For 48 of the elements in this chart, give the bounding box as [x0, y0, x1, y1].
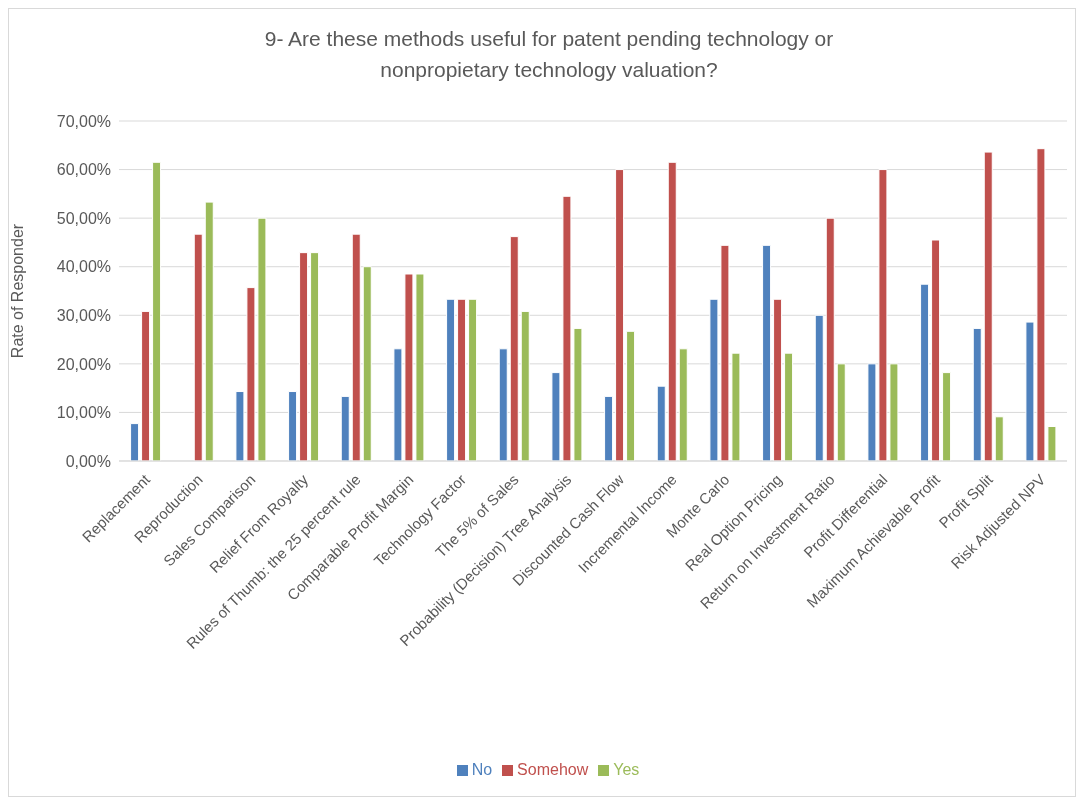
- bar: [604, 395, 614, 461]
- y-tick-label: 30,00%: [56, 306, 111, 324]
- bar: [931, 239, 941, 461]
- bar: [498, 348, 508, 461]
- bar: [836, 363, 846, 461]
- bar: [773, 298, 783, 461]
- y-tick-label: 10,00%: [56, 404, 111, 422]
- bar: [678, 348, 688, 461]
- bar: [130, 423, 140, 461]
- legend-label: Yes: [613, 761, 640, 778]
- y-axis-title: Rate of Responder: [8, 223, 26, 359]
- bar: [972, 327, 982, 461]
- bar: [615, 169, 625, 461]
- y-tick-label: 60,00%: [56, 161, 111, 179]
- bar: [152, 161, 162, 461]
- bar: [509, 236, 519, 461]
- legend-label: Somehow: [517, 761, 589, 778]
- bar: [468, 298, 478, 461]
- bar: [351, 233, 361, 461]
- bar: [656, 385, 666, 461]
- y-tick-label: 20,00%: [56, 355, 111, 373]
- chart-title: 9- Are these methods useful for patent pending technology or nonpropietary technology valuation?: [263, 26, 835, 83]
- bar: [920, 283, 930, 461]
- y-tick-label: 50,00%: [56, 209, 111, 227]
- bar: [299, 252, 309, 461]
- bar: [362, 266, 372, 461]
- bar: [204, 201, 214, 461]
- bar: [784, 352, 794, 461]
- y-tick-label: 0,00%: [65, 452, 111, 470]
- bar: [340, 395, 350, 461]
- bar: [457, 298, 467, 461]
- bar: [626, 330, 636, 461]
- bar: [520, 310, 530, 461]
- bar: [667, 161, 677, 461]
- bar: [942, 372, 952, 461]
- bar: [814, 314, 824, 461]
- bar: [762, 244, 772, 461]
- bar: [994, 416, 1004, 461]
- bar: [310, 252, 320, 461]
- legend-label: No: [471, 761, 493, 778]
- bar: [983, 151, 993, 461]
- bar: [193, 233, 203, 461]
- bar: [288, 391, 298, 461]
- bar: [141, 310, 151, 461]
- bar: [446, 298, 456, 461]
- bar: [825, 217, 835, 461]
- y-tick-label: 40,00%: [56, 258, 111, 276]
- y-tick-label: 70,00%: [56, 112, 111, 130]
